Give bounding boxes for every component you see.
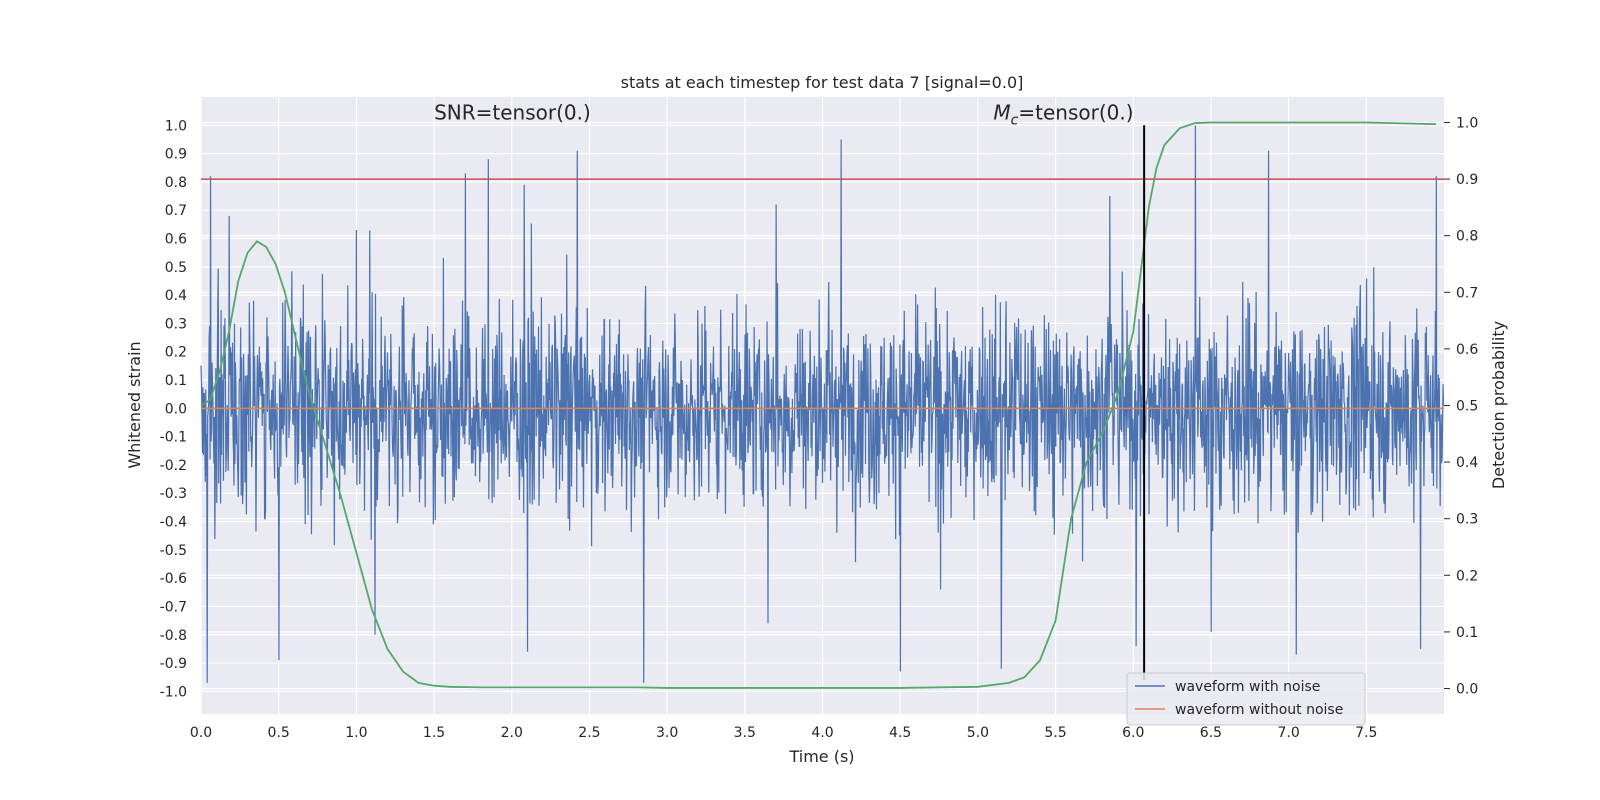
y-tick-label: 0.3 — [165, 316, 187, 332]
x-tick-label: 5.0 — [967, 725, 989, 741]
x-tick-label: 7.5 — [1355, 725, 1377, 741]
mc-subscript: c — [1011, 113, 1019, 129]
y-tick-label: -0.5 — [160, 543, 187, 559]
y-tick-label: -0.4 — [160, 515, 187, 531]
x-tick-label: 2.0 — [501, 725, 523, 741]
y-tick-label: 0.9 — [165, 147, 187, 163]
y-tick-label: 0.4 — [165, 288, 187, 304]
y2-tick-label: 0.6 — [1456, 342, 1478, 358]
y-axis-label: Whitened strain — [125, 341, 144, 468]
y-tick-label: 0.1 — [165, 373, 187, 389]
x-tick-label: 0.0 — [190, 725, 212, 741]
y-tick-label: 1.0 — [165, 118, 187, 134]
legend-label-noise: waveform with noise — [1175, 679, 1320, 695]
y-tick-label: 0.6 — [165, 232, 187, 248]
legend-label-clean: waveform without noise — [1175, 702, 1343, 718]
mc-symbol: M — [993, 101, 1010, 125]
x-tick-label: 5.5 — [1044, 725, 1066, 741]
y2-tick-label: 0.1 — [1456, 625, 1478, 641]
y-tick-label: -1.0 — [160, 684, 187, 700]
y-tick-label: -0.9 — [160, 656, 187, 672]
y-tick-label: 0.2 — [165, 345, 187, 361]
x-tick-label: 6.0 — [1122, 725, 1144, 741]
chart-title: stats at each timestep for test data 7 [… — [621, 73, 1024, 92]
snr-annotation: SNR=tensor(0.) — [434, 101, 591, 125]
y-tick-label: 0.5 — [165, 260, 187, 276]
y2-tick-label: 1.0 — [1456, 115, 1478, 131]
y2-tick-label: 0.3 — [1456, 512, 1478, 528]
waveform-with-noise-line — [200, 125, 1445, 683]
y2-tick-label: 0.5 — [1456, 399, 1478, 415]
x-tick-label: 3.5 — [734, 725, 756, 741]
y-tick-label: -0.3 — [160, 486, 187, 502]
x-axis-label: Time (s) — [788, 747, 854, 766]
y2-tick-labels: 0.0 0.1 0.2 0.3 0.4 0.5 0.6 0.7 0.8 0.9 1.0 — [1444, 115, 1478, 698]
x-tick-label: 3.0 — [656, 725, 678, 741]
y-tick-label: 0.7 — [165, 203, 187, 219]
y2-axis-label: Detection probability — [1489, 321, 1508, 489]
y2-tick-label: 0.4 — [1456, 455, 1478, 471]
x-tick-label: 4.0 — [811, 725, 833, 741]
y-tick-label: -0.6 — [160, 571, 187, 587]
y-tick-label: -0.8 — [160, 628, 187, 644]
y-tick-label: -0.2 — [160, 458, 187, 474]
y2-tick-label: 0.7 — [1456, 285, 1478, 301]
mc-annotation: Mc=tensor(0.) — [993, 101, 1133, 129]
y2-tick-label: 0.0 — [1456, 682, 1478, 698]
y-tick-label: 0.8 — [165, 175, 187, 191]
y2-tick-label: 0.9 — [1456, 172, 1478, 188]
x-tick-label: 0.5 — [268, 725, 290, 741]
mc-value: =tensor(0.) — [1018, 101, 1133, 125]
y2-tick-label: 0.8 — [1456, 229, 1478, 245]
y2-tick-label: 0.2 — [1456, 568, 1478, 584]
x-tick-label: 4.5 — [889, 725, 911, 741]
y-tick-label: -0.7 — [160, 599, 187, 615]
x-tick-labels: 0.0 0.5 1.0 1.5 2.0 2.5 3.0 3.5 4.0 4.5 5.0 5.5 6.0 6… — [190, 725, 1378, 741]
y-tick-labels: -1.0 -0.9 -0.8 -0.7 -0.6 -0.5 -0.4 -0.3 -0.2 -0.1… — [160, 118, 187, 700]
x-tick-label: 1.5 — [423, 725, 445, 741]
x-tick-label: 7.0 — [1277, 725, 1299, 741]
legend-box — [1126, 672, 1366, 726]
y-tick-label: -0.1 — [160, 430, 187, 446]
x-tick-label: 2.5 — [578, 725, 600, 741]
y-tick-label: 0.0 — [165, 401, 187, 417]
legend: waveform with noise waveform without noi… — [1126, 672, 1366, 726]
x-tick-label: 1.0 — [345, 725, 367, 741]
waveform-with-noise-series — [200, 125, 1445, 683]
x-tick-label: 6.5 — [1200, 725, 1222, 741]
